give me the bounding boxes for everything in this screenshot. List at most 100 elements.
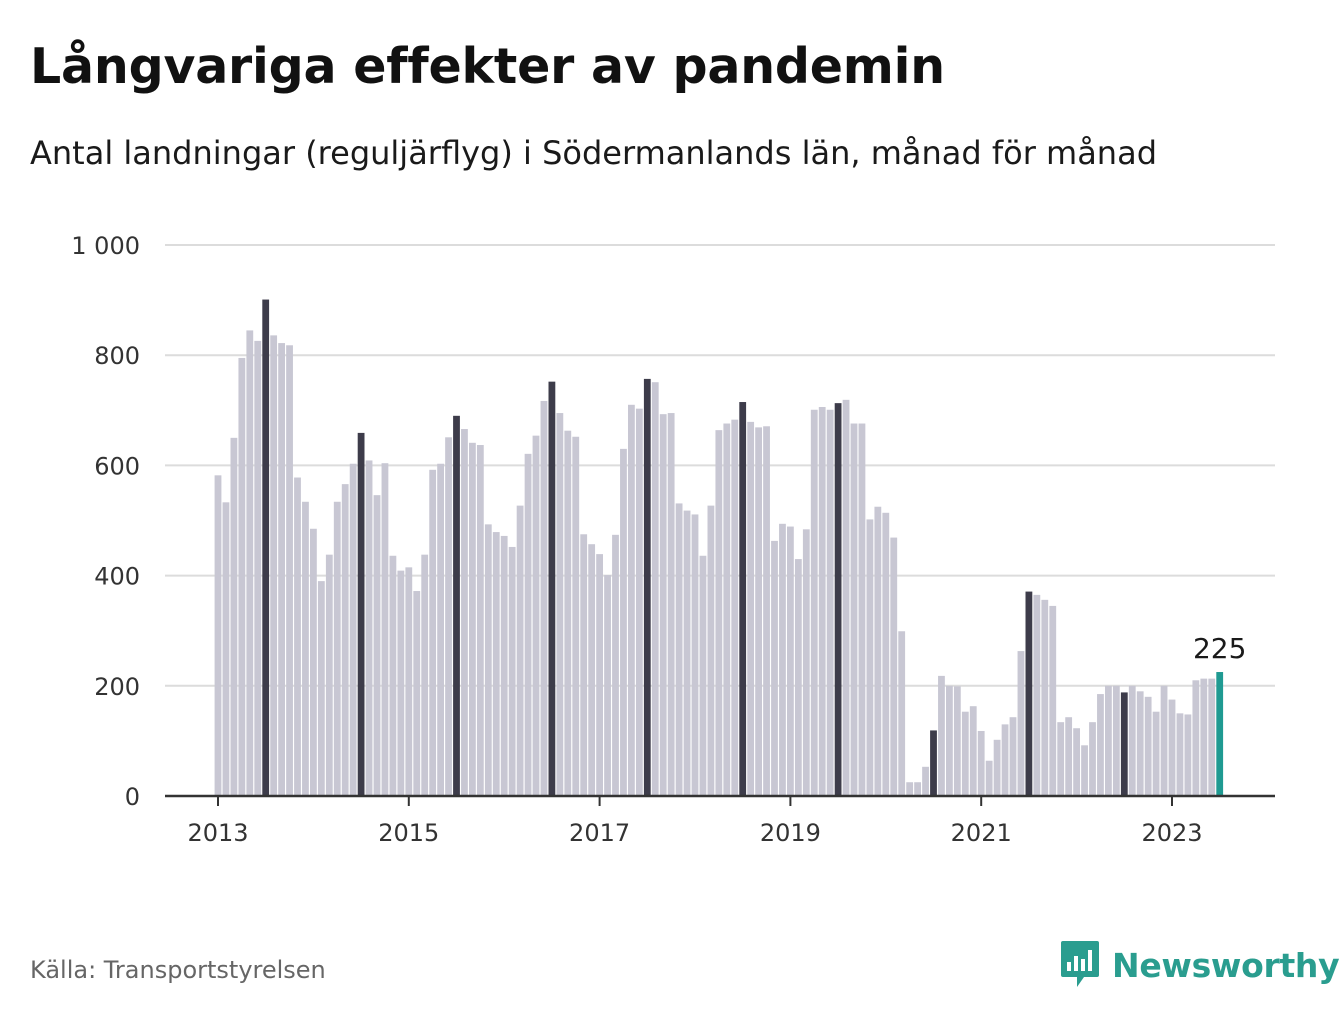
logo-text: Newsworthy — [1112, 945, 1340, 985]
x-tick-label: 2019 — [760, 819, 821, 847]
x-axis: 2013 2015 2017 2019 2021 2023 — [165, 794, 1275, 847]
source-note: Källa: Transportstyrelsen — [30, 956, 326, 984]
bar — [1192, 680, 1200, 796]
bar — [238, 357, 246, 796]
bar — [564, 430, 572, 796]
bar — [405, 567, 413, 796]
bar — [1144, 696, 1152, 796]
bar — [628, 404, 635, 796]
bar — [787, 526, 794, 796]
bar — [763, 426, 770, 796]
bar — [1041, 599, 1049, 796]
bar — [580, 534, 588, 796]
bar — [969, 706, 977, 796]
bar — [977, 730, 985, 796]
bar — [914, 782, 921, 796]
x-tick-label: 2023 — [1141, 819, 1202, 847]
x-tick-label: 2021 — [951, 819, 1012, 847]
bar — [540, 400, 548, 796]
y-tick-label: 200 — [94, 673, 140, 701]
y-tick-label: 800 — [94, 342, 140, 370]
bar-latest — [1216, 672, 1224, 796]
y-tick-label: 600 — [94, 452, 140, 480]
bar — [635, 408, 643, 796]
bar — [715, 430, 723, 796]
bar — [445, 437, 452, 796]
bar — [461, 429, 468, 796]
latest-value-label: 225 — [1193, 632, 1246, 665]
bar — [278, 343, 285, 796]
bar — [286, 345, 293, 796]
bar — [1136, 691, 1144, 796]
bar — [961, 711, 969, 796]
bar — [818, 406, 826, 796]
bar — [1081, 745, 1088, 796]
bar — [699, 555, 707, 796]
bar — [572, 436, 580, 796]
bar — [898, 631, 906, 796]
bar — [866, 519, 874, 796]
bar — [842, 399, 850, 796]
bar — [469, 442, 476, 796]
chart-subtitle: Antal landningar (reguljärflyg) i Söderm… — [30, 134, 1157, 172]
annotations: 225 — [1193, 632, 1246, 665]
bar — [675, 503, 683, 796]
bar — [1112, 685, 1120, 796]
bar — [1017, 651, 1025, 796]
bar — [397, 570, 405, 796]
bar — [771, 540, 778, 796]
chart-title: Långvariga effekter av pandemin — [30, 38, 945, 95]
bar — [1168, 699, 1176, 796]
bar — [349, 463, 357, 796]
bar — [230, 437, 238, 796]
bar — [476, 445, 484, 796]
bar — [707, 505, 715, 796]
bar-chart-speech-bubble-icon — [1061, 941, 1099, 987]
y-axis-labels: 0 200 400 600 800 1 000 — [71, 232, 140, 811]
bar — [858, 423, 866, 796]
y-tick-label: 400 — [94, 563, 140, 591]
bar — [1009, 717, 1017, 796]
bar — [254, 340, 262, 796]
bar — [1073, 728, 1080, 796]
bar — [1001, 724, 1009, 796]
bar — [437, 463, 444, 796]
bar — [389, 555, 397, 796]
bar — [270, 335, 278, 796]
bar — [508, 546, 516, 796]
bar — [421, 554, 429, 796]
bar — [1184, 714, 1192, 796]
bar — [604, 575, 611, 796]
bar — [667, 413, 675, 796]
bar — [1057, 722, 1065, 796]
bar — [794, 559, 802, 796]
x-tick-label: 2015 — [378, 819, 439, 847]
bar — [484, 524, 492, 796]
bar — [922, 766, 929, 796]
bar — [802, 529, 810, 796]
bar — [850, 423, 858, 796]
bar — [946, 685, 953, 796]
bar — [1105, 685, 1112, 796]
bar — [381, 463, 389, 796]
bar — [1160, 685, 1168, 796]
bar — [1033, 594, 1041, 796]
bar-july — [834, 403, 842, 796]
bar — [246, 330, 254, 796]
bar — [325, 554, 333, 796]
bar — [532, 435, 540, 796]
bar — [659, 414, 667, 796]
bar — [365, 460, 373, 796]
bar — [938, 675, 945, 796]
bar — [1097, 694, 1104, 796]
bar-july — [357, 432, 365, 796]
bar-july — [1025, 591, 1033, 796]
bar — [222, 502, 230, 796]
bar — [651, 382, 659, 796]
bar — [341, 484, 349, 796]
bar — [294, 477, 301, 796]
bar — [1089, 722, 1096, 796]
bar — [747, 421, 755, 796]
bar — [731, 419, 739, 796]
bar — [691, 514, 699, 796]
